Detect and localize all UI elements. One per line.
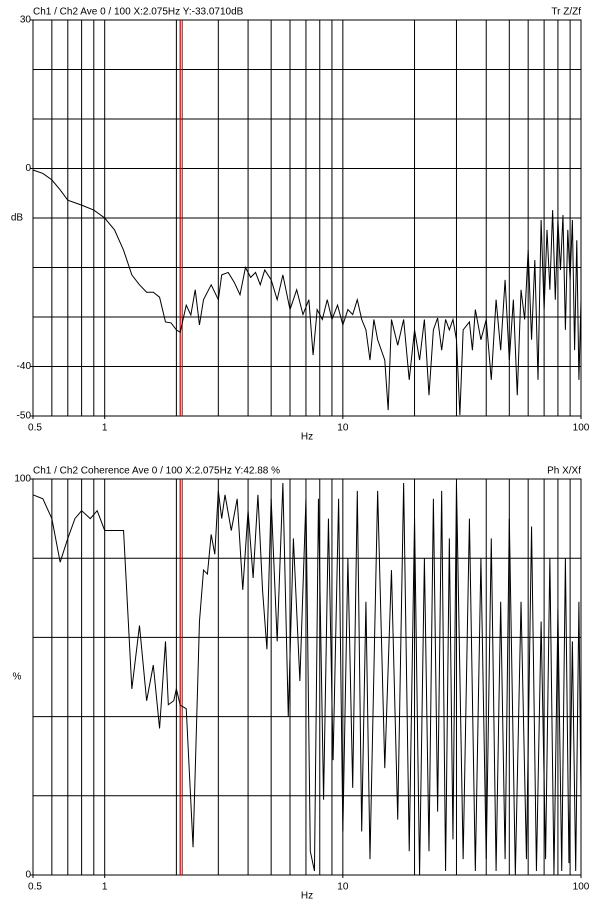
x-tick-label: 10 [337, 882, 349, 893]
y-tick-label: 0 [25, 163, 31, 174]
plot-frame [32, 478, 582, 876]
y-tick-label: -40 [17, 361, 32, 372]
corner-label: Tr Z/Zf [551, 7, 581, 18]
chart-title: Ch1 / Ch2 Ave 0 / 100 X:2.075Hz Y:-33.07… [33, 7, 244, 18]
x-tick-label: 10 [337, 423, 349, 434]
y-tick-label: -50 [17, 411, 32, 422]
x-tick-label: 1 [102, 423, 108, 434]
y-axis-label: dB [11, 213, 24, 224]
plot-frame [32, 19, 582, 417]
chart-title: Ch1 / Ch2 Coherence Ave 0 / 100 X:2.075H… [33, 466, 280, 477]
x-tick-label: 0.5 [28, 423, 42, 434]
x-axis-label: Hz [301, 432, 313, 443]
y-tick-label: 30 [20, 15, 32, 26]
trace [32, 482, 582, 876]
x-tick-label: 100 [573, 423, 590, 434]
y-tick-label: 100 [14, 474, 31, 485]
x-tick-label: 100 [573, 882, 590, 893]
x-tick-label: 1 [102, 882, 108, 893]
y-tick-label: 0 [25, 870, 31, 881]
corner-label: Ph X/Xf [547, 466, 581, 477]
trace [32, 169, 582, 416]
x-tick-label: 0.5 [28, 882, 42, 893]
x-axis-label: Hz [301, 891, 313, 902]
y-axis-label: % [13, 672, 22, 683]
